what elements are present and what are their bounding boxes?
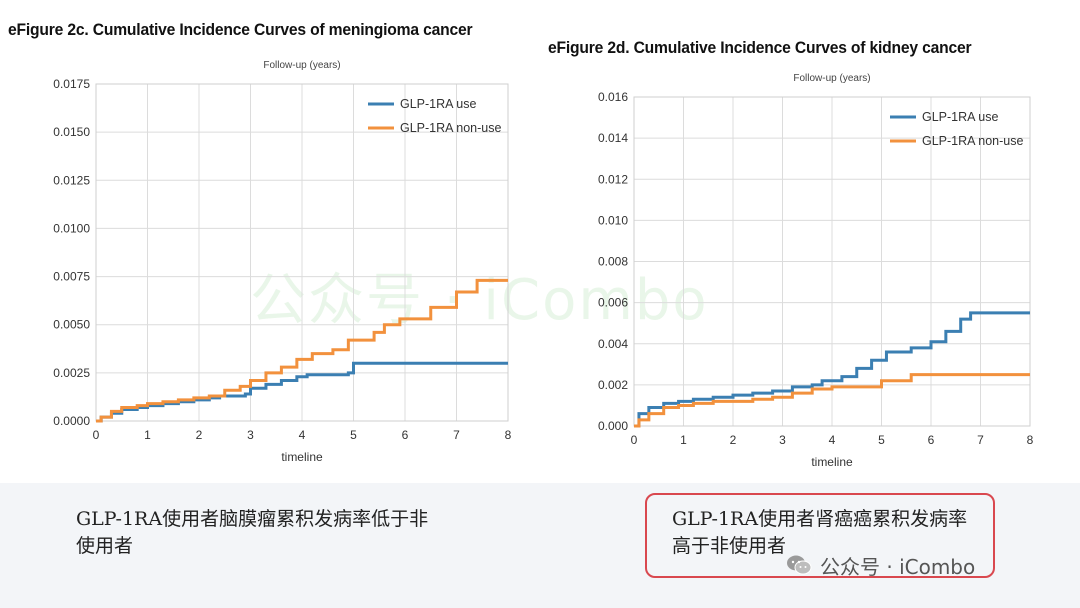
highlight-box <box>645 493 995 578</box>
watermark: 公众号 · iCombo <box>250 268 709 333</box>
caption-kidney: GLP-1RA使用者肾癌癌累积发病率高于非使用者 <box>672 508 968 557</box>
y-tick-label: 0.0050 <box>53 318 90 332</box>
x-tick-label: 0 <box>93 428 100 442</box>
legend-label: GLP-1RA use <box>922 110 998 124</box>
wechat-icon <box>787 555 812 575</box>
y-tick-label: 0.012 <box>598 172 628 186</box>
y-tick-label: 0.000 <box>598 419 628 433</box>
series-line-use <box>634 311 1030 428</box>
x-axis-label: timeline <box>281 450 323 464</box>
x-tick-label: 6 <box>402 428 409 442</box>
y-tick-label: 0.006 <box>598 296 628 310</box>
x-tick-label: 3 <box>779 433 786 447</box>
y-tick-label: 0.0175 <box>53 77 90 91</box>
series-line-non-use <box>634 373 1030 428</box>
x-tick-label: 6 <box>928 433 935 447</box>
y-tick-label: 0.0000 <box>53 414 90 428</box>
chart-meningioma: Follow-up (years) 0 1 2 3 4 5 6 7 8 0.0000 0.0025 0.… <box>53 60 512 464</box>
x-tick-label: 8 <box>505 428 512 442</box>
y-tick-label: 0.008 <box>598 255 628 269</box>
x-tick-label: 0 <box>631 433 638 447</box>
x-tick-label: 2 <box>730 433 737 447</box>
y-tick-label: 0.014 <box>598 131 628 145</box>
y-tick-label: 0.002 <box>598 378 628 392</box>
legend-label: GLP-1RA non-use <box>400 121 501 135</box>
y-tick-label: 0.016 <box>598 90 628 104</box>
plot-frame <box>95 83 509 422</box>
chart-subtitle: Follow-up (years) <box>793 73 870 84</box>
chart-title-kidney: eFigure 2d. Cumulative Incidence Curves … <box>548 38 972 57</box>
x-tick-label: 1 <box>144 428 151 442</box>
x-tick-label: 4 <box>829 433 836 447</box>
x-tick-label: 4 <box>299 428 306 442</box>
x-tick-label: 5 <box>350 428 357 442</box>
plot-frame <box>633 96 1031 427</box>
y-tick-label: 0.0075 <box>53 270 90 284</box>
y-tick-label: 0.0100 <box>53 221 90 235</box>
x-axis-label: timeline <box>811 455 853 469</box>
chart-title-meningioma: eFigure 2c. Cumulative Incidence Curves … <box>8 20 473 39</box>
x-tick-label: 8 <box>1027 433 1034 447</box>
chart-kidney: Follow-up (years) 0 1 2 3 4 5 6 7 8 0.000 0.002 0.00… <box>598 73 1034 469</box>
x-tick-label: 3 <box>247 428 254 442</box>
x-tick-label: 7 <box>453 428 460 442</box>
x-tick-label: 5 <box>878 433 885 447</box>
y-tick-label: 0.0125 <box>53 173 90 187</box>
y-tick-label: 0.010 <box>598 213 628 227</box>
wechat-footer: 公众号 · iCombo <box>786 551 975 579</box>
caption-meningioma: GLP-1RA使用者脑膜瘤累积发病率低于非使用者 <box>76 508 429 557</box>
series-line-non-use <box>96 278 508 423</box>
caption-band <box>0 483 1080 608</box>
x-tick-label: 7 <box>977 433 984 447</box>
legend-label: GLP-1RA non-use <box>922 134 1023 148</box>
series-line-use <box>96 361 508 423</box>
y-tick-label: 0.0025 <box>53 366 90 380</box>
x-tick-label: 2 <box>196 428 203 442</box>
y-tick-label: 0.004 <box>598 337 628 351</box>
x-tick-label: 1 <box>680 433 687 447</box>
legend-label: GLP-1RA use <box>400 97 476 111</box>
y-tick-label: 0.0150 <box>53 125 90 139</box>
chart-subtitle: Follow-up (years) <box>263 60 340 71</box>
wechat-account-name: 公众号 · iCombo <box>820 554 976 579</box>
